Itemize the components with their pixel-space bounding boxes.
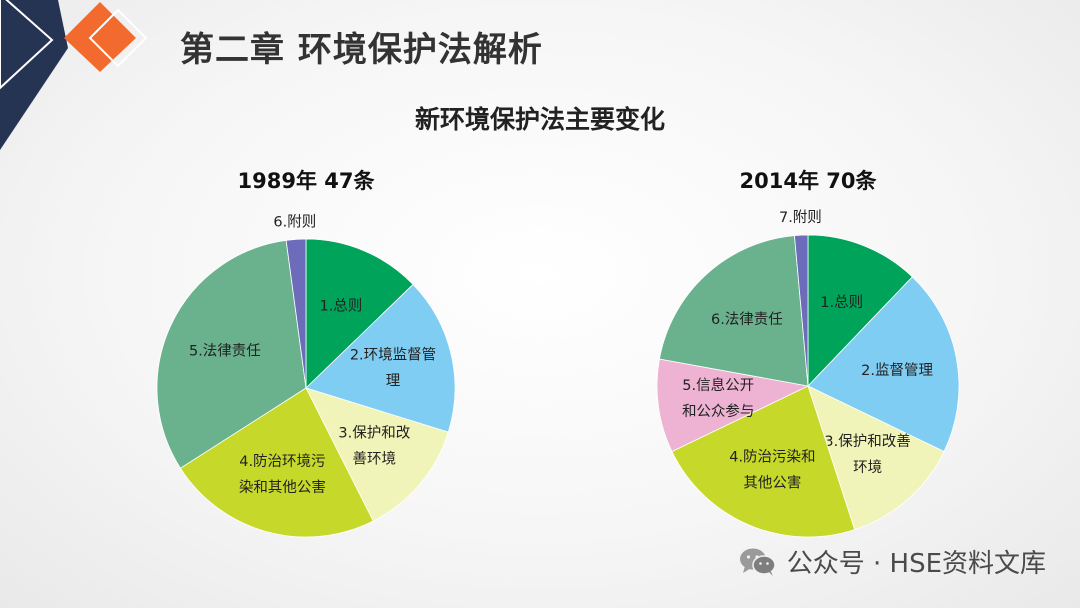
chart-1989-label-5: 5.法律责任	[189, 342, 261, 359]
chart-2014-label-7: 7.附则	[779, 209, 822, 226]
wechat-icon	[739, 548, 776, 576]
chart-2014-slice-1	[807, 234, 913, 387]
chart-2014-label-2: 2.监督管理	[861, 362, 933, 379]
chart-2014-slice-6	[658, 235, 809, 387]
chart-2014-slice-3	[807, 385, 945, 531]
white-diamond-outline	[88, 8, 148, 68]
chart-2014-slice-2	[807, 276, 960, 453]
navy-diamond	[0, 0, 68, 150]
chart-2014-label-6: 6.法律责任	[711, 311, 783, 328]
chart-1989-slice-4	[179, 387, 374, 538]
chart-1989-slice-2	[305, 283, 456, 433]
chart-2014-label-4: 4.防治污染和其他公害	[729, 448, 815, 491]
chart-1989-label-4: 4.防治环境污染和其他公害	[239, 452, 326, 496]
chart-1989-slice-6	[285, 238, 307, 389]
chart-title-2014: 2014年 70条	[739, 169, 877, 193]
chart-1989-slice-5	[156, 239, 307, 469]
chart-2014-label-5: 5.信息公开和公众参与	[682, 377, 755, 420]
chart-2014-slice-4	[671, 385, 856, 538]
corner-decoration	[0, 0, 148, 150]
chart-2014-label-1: 1.总则	[820, 294, 863, 311]
chart-1989-label-1: 1.总则	[319, 298, 362, 315]
chart-2014-slice-7	[794, 234, 809, 387]
orange-diamond	[64, 2, 136, 72]
page-title: 第二章 环境保护法解析	[180, 30, 543, 70]
chart-1989-label-6: 6.附则	[273, 213, 316, 230]
chart-2014-slice-5	[656, 358, 810, 453]
watermark-text: 公众号 · HSE资料文库	[786, 549, 1046, 579]
chart-1989-slice-1	[305, 238, 414, 389]
chart-2014-label-3: 3.保护和改善环境	[824, 433, 910, 476]
chart-1989-label-3: 3.保护和改善环境	[338, 425, 410, 468]
watermark: 公众号 · HSE资料文库	[739, 543, 1046, 580]
chart-1989-slice-3	[305, 387, 449, 522]
main-title: 新环境保护法主要变化	[414, 105, 665, 134]
chart-1989-label-2: 2.环境监督管理	[350, 345, 436, 389]
chart-title-1989: 1989年 47条	[237, 169, 375, 193]
chart-1989: 1.总则 2.环境监督管理 3.保护和改善环境 4.防治环境污染和其他公害 5.法律责任…	[156, 213, 456, 538]
navy-diamond-outline	[0, 0, 54, 90]
